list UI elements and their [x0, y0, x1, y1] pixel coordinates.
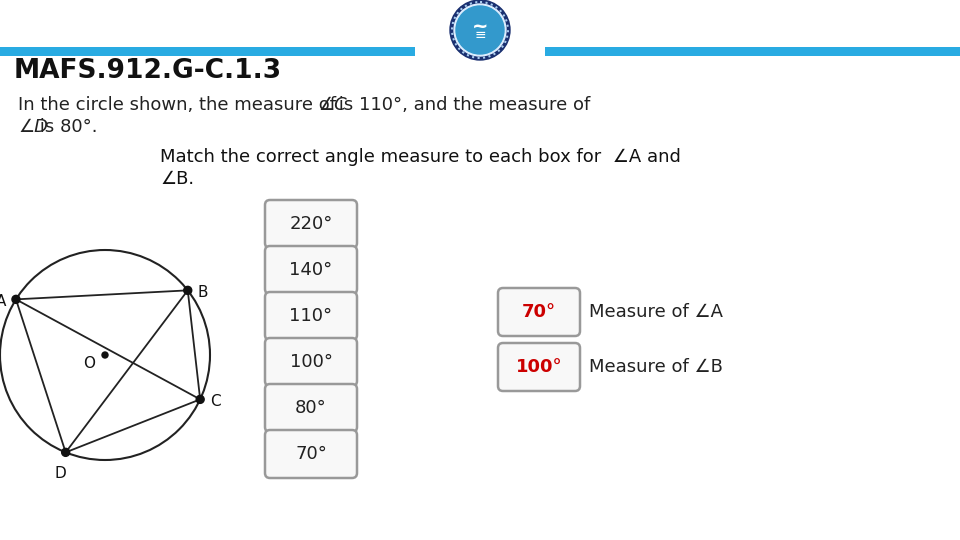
Text: 140°: 140° [289, 261, 332, 279]
Text: ∠D: ∠D [18, 118, 48, 136]
FancyBboxPatch shape [498, 288, 580, 336]
Circle shape [456, 6, 504, 54]
FancyBboxPatch shape [265, 200, 357, 248]
Text: MAFS.912.G-C.1.3: MAFS.912.G-C.1.3 [14, 58, 282, 84]
Circle shape [450, 0, 510, 60]
Circle shape [12, 295, 20, 303]
Circle shape [454, 4, 506, 56]
FancyBboxPatch shape [265, 430, 357, 478]
Text: 110°: 110° [289, 307, 332, 325]
Text: Measure of ∠A: Measure of ∠A [589, 303, 723, 321]
Text: B: B [198, 285, 208, 300]
FancyBboxPatch shape [498, 343, 580, 391]
Text: C: C [210, 394, 221, 409]
Text: 70°: 70° [522, 303, 556, 321]
Text: O: O [83, 355, 95, 370]
Circle shape [102, 352, 108, 358]
FancyBboxPatch shape [265, 338, 357, 386]
FancyBboxPatch shape [265, 292, 357, 340]
Text: is 110°, and the measure of: is 110°, and the measure of [333, 96, 590, 114]
Bar [545, 47, 960, 56]
Text: ∠B.: ∠B. [160, 170, 194, 188]
Bar [0, 47, 415, 56]
FancyBboxPatch shape [265, 246, 357, 294]
Text: 100°: 100° [516, 358, 563, 376]
Text: 80°: 80° [295, 399, 326, 417]
Text: Match the correct angle measure to each box for  ∠A and: Match the correct angle measure to each … [160, 148, 681, 166]
Text: 70°: 70° [295, 445, 327, 463]
Circle shape [61, 448, 70, 456]
Circle shape [183, 286, 192, 294]
Circle shape [196, 395, 204, 403]
Text: ≡: ≡ [474, 28, 486, 42]
Text: A: A [0, 294, 6, 309]
Text: 220°: 220° [289, 215, 333, 233]
Text: 100°: 100° [290, 353, 332, 371]
FancyBboxPatch shape [265, 384, 357, 432]
Text: ~: ~ [471, 17, 489, 36]
Text: is 80°.: is 80°. [34, 118, 98, 136]
Text: ∠C: ∠C [318, 96, 347, 114]
Text: In the circle shown, the measure of: In the circle shown, the measure of [18, 96, 342, 114]
Text: D: D [55, 467, 66, 481]
Text: Measure of ∠B: Measure of ∠B [589, 358, 723, 376]
